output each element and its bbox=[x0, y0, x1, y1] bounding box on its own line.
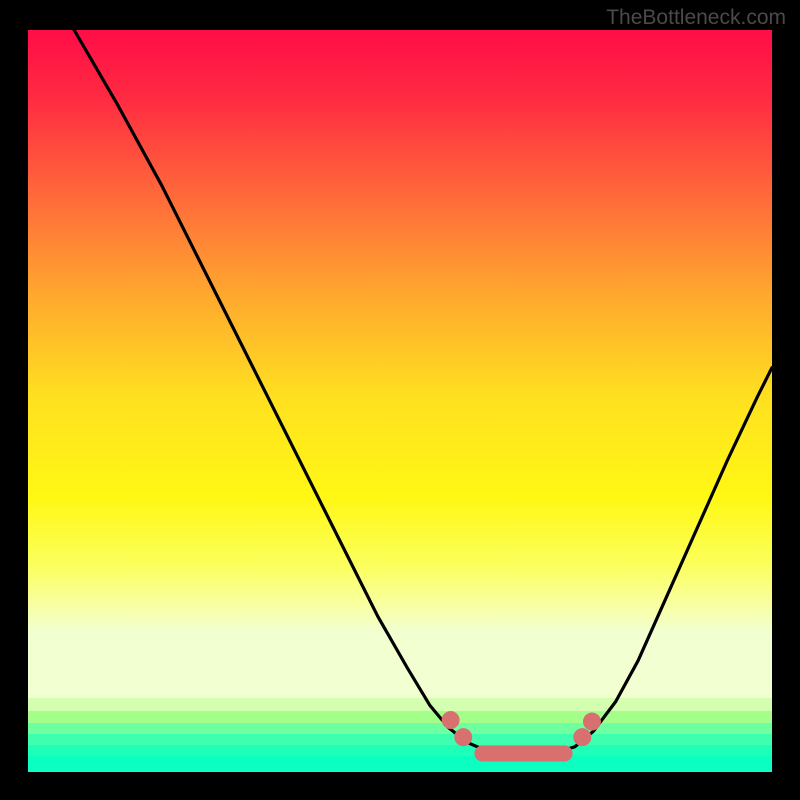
optimal-range-bar bbox=[474, 745, 572, 761]
marker-dot bbox=[573, 728, 591, 746]
marker-dot bbox=[583, 713, 601, 731]
marker-dot bbox=[454, 728, 472, 746]
watermark-text: TheBottleneck.com bbox=[606, 6, 786, 30]
plot-area bbox=[28, 30, 772, 772]
bottleneck-curve bbox=[28, 30, 772, 772]
marker-dot bbox=[442, 711, 460, 729]
